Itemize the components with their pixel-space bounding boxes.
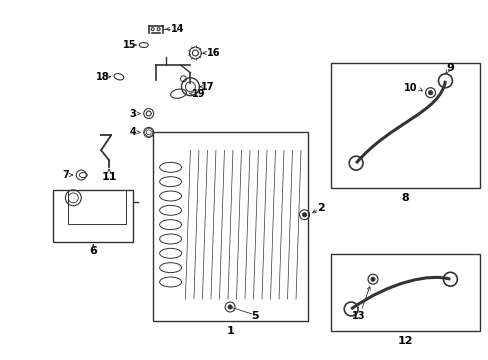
Text: 17: 17 (200, 82, 214, 92)
Text: 8: 8 (401, 193, 409, 203)
Circle shape (302, 213, 306, 217)
Text: 12: 12 (397, 336, 413, 346)
Bar (331, 63, 479, 188)
Text: 13: 13 (352, 311, 365, 321)
Text: 9: 9 (446, 63, 453, 73)
Text: 15: 15 (123, 40, 136, 50)
Text: 6: 6 (89, 247, 97, 256)
Text: 16: 16 (206, 48, 220, 58)
Text: 19: 19 (191, 89, 204, 99)
Bar (53, 190, 133, 242)
Bar (68, 190, 126, 224)
Bar (152, 132, 307, 321)
Text: 11: 11 (101, 172, 117, 182)
Text: 7: 7 (62, 170, 69, 180)
Text: 1: 1 (226, 326, 234, 336)
Circle shape (370, 277, 374, 281)
Text: 2: 2 (317, 203, 325, 213)
Circle shape (427, 91, 432, 95)
Text: 18: 18 (96, 72, 110, 82)
Text: 4: 4 (129, 127, 136, 138)
Text: 10: 10 (403, 83, 417, 93)
Bar (331, 255, 479, 331)
Text: 14: 14 (170, 24, 184, 34)
Text: 3: 3 (129, 108, 136, 118)
Text: 5: 5 (251, 311, 258, 321)
Circle shape (228, 305, 232, 309)
